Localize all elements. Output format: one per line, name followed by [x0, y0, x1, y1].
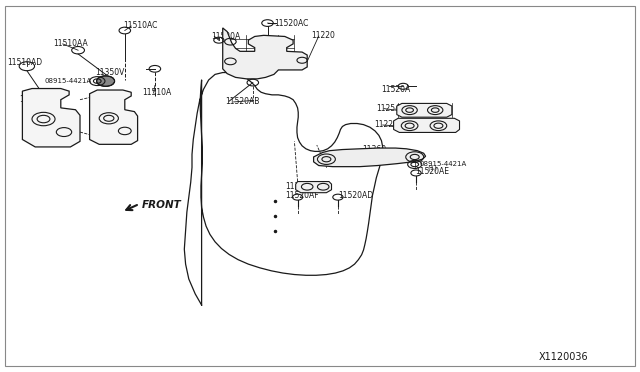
Text: 11220: 11220 — [311, 31, 335, 40]
Text: 11520AD: 11520AD — [338, 191, 373, 200]
Text: 11510AC: 11510AC — [124, 21, 158, 30]
Text: 11510A: 11510A — [142, 88, 172, 97]
Polygon shape — [394, 118, 460, 132]
Polygon shape — [296, 182, 332, 193]
Text: 11220M: 11220M — [374, 120, 404, 129]
Text: 11332M: 11332M — [285, 182, 316, 191]
Text: 11350V: 11350V — [95, 68, 124, 77]
Polygon shape — [314, 148, 426, 167]
Text: 11254: 11254 — [376, 104, 401, 113]
Polygon shape — [397, 103, 452, 117]
Text: 11510AB: 11510AB — [19, 95, 54, 104]
Text: 11520AE: 11520AE — [415, 167, 449, 176]
Text: 11520A: 11520A — [211, 32, 241, 41]
Text: 11232: 11232 — [108, 136, 131, 145]
Text: (1): (1) — [428, 165, 438, 171]
Text: 08915-4421A: 08915-4421A — [45, 78, 92, 84]
Text: 11510AA: 11510AA — [53, 39, 88, 48]
Text: X1120036: X1120036 — [539, 352, 589, 362]
Polygon shape — [22, 89, 80, 147]
Text: FRONT: FRONT — [142, 201, 182, 210]
Text: 11520A: 11520A — [381, 85, 411, 94]
Text: 11510AD: 11510AD — [8, 58, 43, 67]
Polygon shape — [223, 28, 307, 79]
Text: 11520AB: 11520AB — [225, 97, 260, 106]
Text: 11220P: 11220P — [33, 137, 62, 146]
Text: 11360: 11360 — [362, 145, 387, 154]
Circle shape — [97, 76, 115, 86]
Text: 11520AC: 11520AC — [274, 19, 308, 28]
Text: 11520AF: 11520AF — [285, 191, 319, 200]
Text: 08915-4421A: 08915-4421A — [420, 161, 467, 167]
Polygon shape — [90, 90, 138, 144]
